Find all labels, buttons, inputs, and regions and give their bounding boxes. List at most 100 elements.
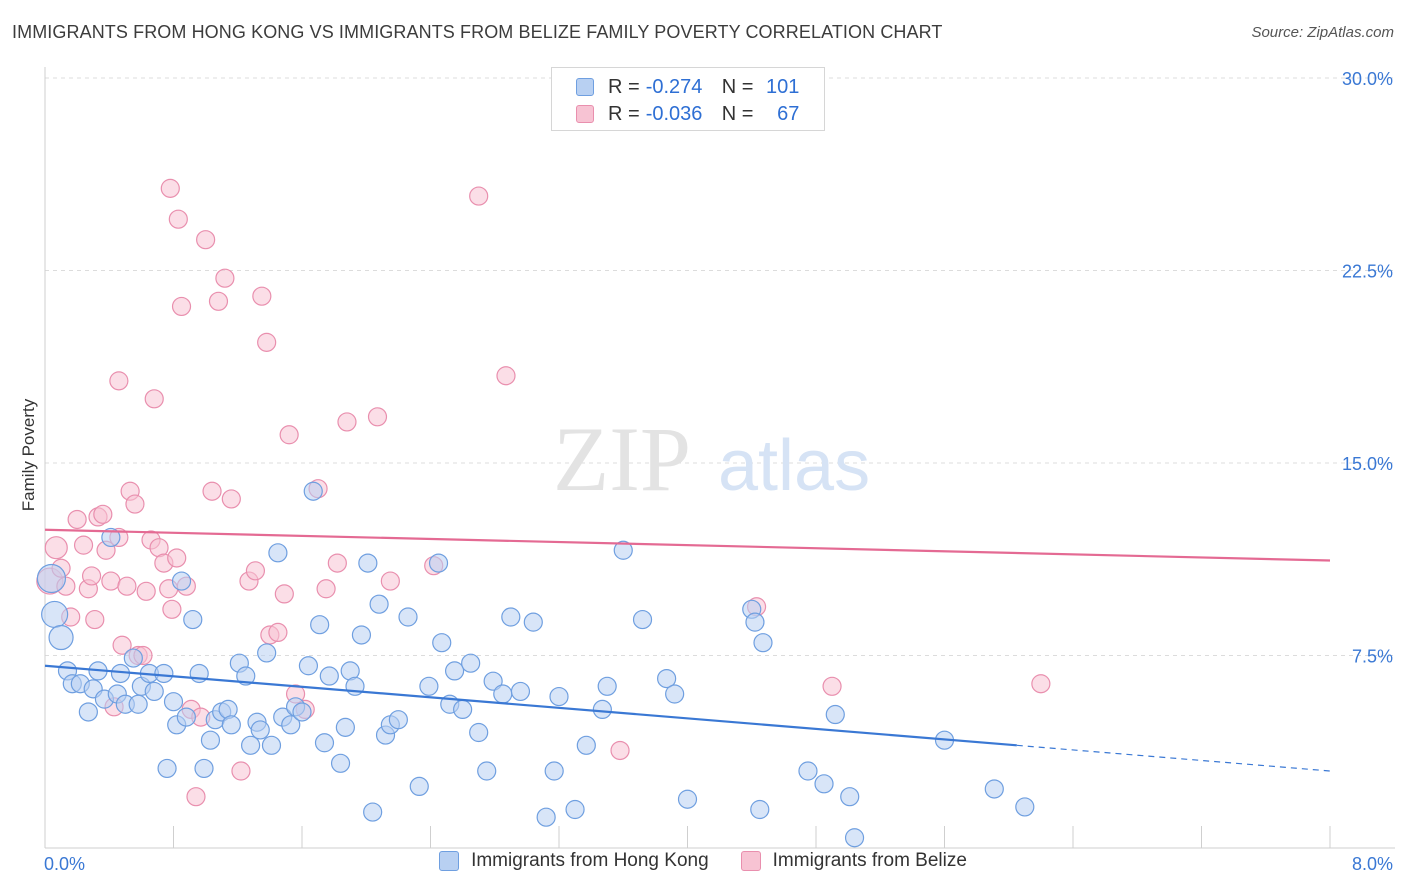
point-belize — [496, 366, 516, 386]
point-belize — [160, 178, 180, 198]
point-hong-kong — [753, 633, 773, 653]
legend-n-label: N = — [721, 75, 754, 98]
point-hong-kong — [453, 699, 473, 720]
point-belize — [274, 584, 294, 604]
point-hong-kong — [281, 715, 301, 735]
point-hong-kong — [36, 563, 67, 594]
point-hong-kong — [221, 715, 241, 735]
point-belize — [469, 186, 489, 206]
point-hong-kong — [597, 676, 617, 696]
point-belize — [112, 635, 132, 655]
point-hong-kong — [314, 733, 335, 753]
series-legend: Immigrants from Hong Kong Immigrants fro… — [0, 850, 1406, 872]
y-tick-label: 15.0% — [1342, 454, 1393, 474]
point-hong-kong — [1015, 797, 1035, 817]
point-belize — [252, 286, 272, 306]
point-belize — [125, 494, 145, 514]
point-hong-kong — [200, 730, 221, 750]
point-hong-kong — [303, 481, 323, 501]
point-belize — [117, 576, 137, 596]
point-hong-kong — [825, 704, 845, 725]
point-hong-kong — [41, 600, 69, 629]
point-belize — [257, 332, 277, 352]
point-belize — [316, 579, 336, 599]
point-hong-kong — [419, 676, 439, 696]
point-hong-kong — [544, 761, 564, 781]
point-hong-kong — [444, 661, 465, 681]
point-belize — [171, 296, 192, 317]
point-hong-kong — [171, 571, 192, 591]
point-belize — [196, 230, 216, 250]
point-belize — [101, 571, 121, 591]
point-hong-kong — [523, 612, 543, 632]
point-belize — [367, 407, 388, 427]
point-hong-kong — [48, 624, 74, 651]
point-hong-kong — [218, 699, 238, 720]
legend-row-belize: R = -0.036 N = 67 — [576, 101, 799, 127]
point-hong-kong — [335, 717, 355, 737]
point-belize — [231, 761, 251, 781]
point-hong-kong — [330, 753, 351, 773]
point-hong-kong — [657, 668, 677, 689]
legend-swatch-hong-kong — [576, 78, 594, 96]
point-hong-kong — [501, 607, 521, 627]
point-belize — [168, 209, 188, 229]
point-hong-kong — [194, 758, 214, 779]
point-hong-kong — [665, 684, 685, 704]
point-hong-kong — [241, 735, 261, 755]
y-axis-label: Family Poverty — [19, 398, 38, 511]
point-hong-kong — [428, 553, 449, 573]
point-hong-kong — [461, 653, 481, 673]
point-belize — [136, 581, 156, 601]
series-swatch-hong-kong — [439, 851, 460, 871]
point-belize — [85, 609, 105, 630]
watermark-atlas: atlas — [718, 426, 870, 506]
series-label-hong-kong: Immigrants from Hong Kong — [471, 850, 709, 871]
series-legend-belize[interactable]: Immigrants from Belize — [740, 850, 967, 872]
point-hong-kong — [351, 625, 372, 645]
point-belize — [245, 561, 266, 581]
point-hong-kong — [592, 699, 612, 720]
point-belize — [162, 599, 182, 619]
point-hong-kong — [493, 684, 513, 704]
series-legend-hong-kong[interactable]: Immigrants from Hong Kong — [439, 850, 709, 872]
point-hong-kong — [154, 663, 174, 684]
point-belize — [67, 509, 87, 530]
point-hong-kong — [677, 789, 698, 809]
point-hong-kong — [388, 710, 408, 730]
watermark-zip: ZIP — [553, 408, 691, 510]
point-hong-kong — [576, 735, 596, 755]
axes — [44, 67, 1395, 849]
trend-lines — [44, 528, 1331, 772]
point-hong-kong — [814, 774, 834, 794]
point-belize — [186, 787, 206, 807]
point-hong-kong — [144, 681, 164, 702]
point-hong-kong — [123, 648, 143, 668]
correlation-legend: R = -0.274 N = 101 R = -0.036 N = 67 — [551, 67, 825, 131]
point-hong-kong — [745, 612, 765, 632]
series-swatch-belize — [740, 851, 761, 871]
point-belize — [109, 371, 129, 391]
point-belize — [81, 566, 102, 586]
point-belize — [208, 291, 229, 311]
trend-line-hong-kong-extension — [1016, 744, 1331, 772]
legend-swatch-belize — [576, 105, 594, 123]
trend-line-belize — [44, 528, 1331, 562]
point-belize — [202, 481, 222, 501]
point-hong-kong — [844, 828, 865, 848]
point-belize — [167, 548, 187, 568]
point-hong-kong — [398, 607, 418, 627]
legend-r-value: -0.036 — [645, 102, 703, 125]
point-hong-kong — [840, 787, 860, 807]
point-belize — [1031, 674, 1051, 694]
point-belize — [221, 489, 241, 509]
point-hong-kong — [176, 707, 196, 727]
point-hong-kong — [183, 609, 203, 630]
legend-r-label: R = — [608, 102, 640, 125]
point-hong-kong — [310, 615, 330, 635]
y-tick-label: 7.5% — [1352, 647, 1393, 667]
point-hong-kong — [319, 666, 339, 686]
y-tick-label: 30.0% — [1342, 69, 1393, 89]
point-hong-kong — [632, 609, 653, 630]
